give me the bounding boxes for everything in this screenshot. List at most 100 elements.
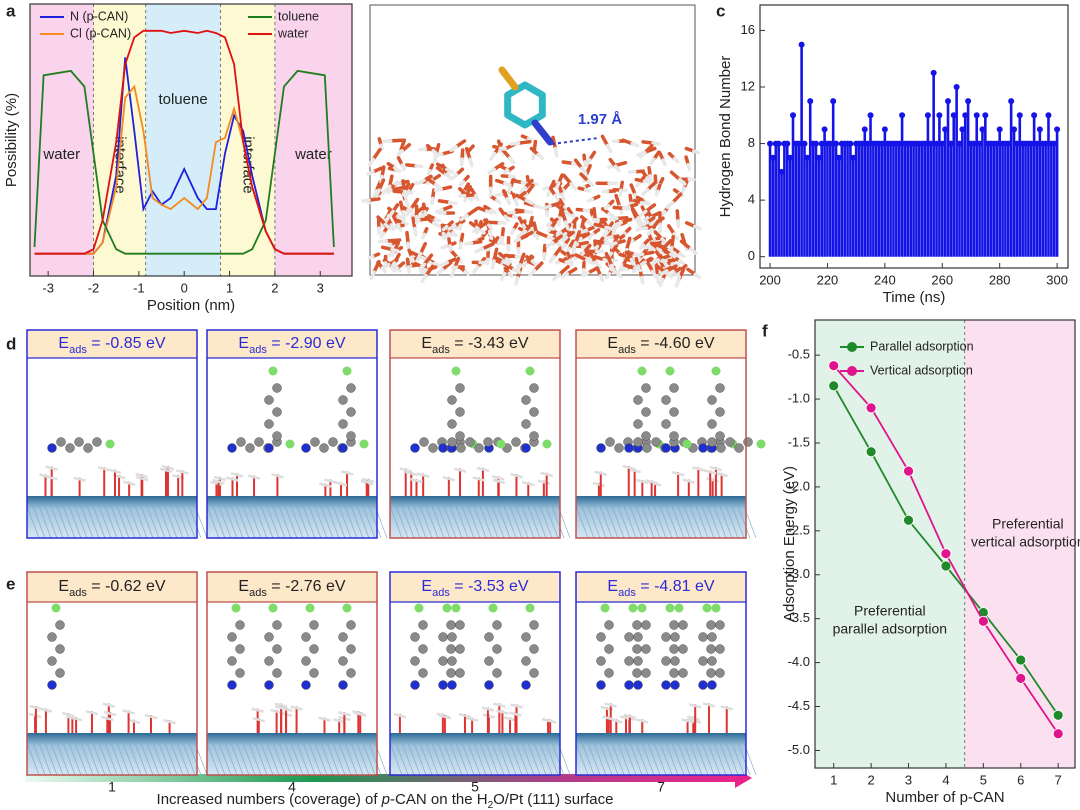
atom (264, 395, 274, 405)
atom (492, 668, 502, 678)
pt-lattice (296, 505, 310, 539)
water-stick (587, 232, 595, 239)
pt-slab (390, 496, 560, 538)
pt-lattice (431, 742, 445, 776)
pt-lattice (26, 505, 40, 539)
water-stick (45, 465, 59, 471)
water-stick (362, 477, 375, 484)
pt-lattice (677, 505, 691, 539)
panel-label: e (6, 574, 15, 593)
water-stick (638, 209, 648, 218)
atom (272, 668, 282, 678)
water-stick (377, 178, 386, 192)
pt-lattice (344, 742, 358, 776)
water-stick (584, 258, 595, 265)
pt-lattice (545, 505, 559, 539)
water-stick (594, 260, 601, 269)
point (1015, 673, 1027, 684)
water-stick (406, 265, 411, 274)
atom (637, 366, 647, 376)
pt-lattice (431, 505, 445, 539)
stem-dot (778, 168, 785, 175)
atom (447, 680, 457, 690)
atom (669, 407, 679, 417)
water-stick (448, 244, 453, 252)
water-stick (574, 253, 589, 262)
water-stick (509, 711, 522, 717)
water-stick (334, 481, 348, 487)
water-stick (598, 273, 605, 283)
atom (661, 443, 671, 453)
water-stick (592, 481, 606, 488)
water-stick (561, 235, 569, 243)
caption-part: 2 (488, 800, 494, 810)
water-stick (213, 475, 227, 482)
water-stick (645, 176, 652, 184)
water-stick (550, 234, 563, 245)
water-stick (715, 471, 728, 478)
atom (661, 419, 671, 429)
region-label: water (42, 146, 80, 163)
point (940, 548, 952, 560)
water-stick (29, 704, 43, 711)
atom (301, 443, 311, 453)
water-stick (504, 257, 513, 264)
atom (633, 632, 643, 642)
water-stick (447, 200, 458, 206)
pt-lattice (395, 742, 409, 776)
water-stick (252, 717, 266, 723)
pt-lattice (236, 505, 250, 539)
energy-symbol: E (607, 578, 618, 595)
atom (418, 620, 428, 630)
water-stick (418, 242, 427, 256)
stem-dot (847, 140, 854, 147)
pt-lattice (437, 505, 451, 539)
water-stick (396, 222, 403, 232)
water-stick (473, 193, 480, 202)
water-stick (135, 475, 149, 482)
atom (455, 431, 465, 441)
energy-value: = -0.85 eV (87, 335, 166, 352)
atom (455, 620, 465, 630)
pt-lattice (32, 742, 46, 776)
water-stick (519, 186, 527, 194)
pt-lattice (533, 742, 547, 776)
water-stick (703, 469, 717, 475)
water-stick (401, 179, 407, 194)
point (1015, 654, 1027, 666)
water-stick (85, 710, 99, 716)
pt-lattice (629, 505, 643, 539)
x-axis-title: Position (nm) (147, 297, 235, 314)
water-stick (144, 713, 158, 720)
water-stick (62, 711, 75, 718)
water-stick (480, 242, 495, 251)
pt-lattice (236, 742, 250, 776)
atom (310, 437, 320, 447)
atom (55, 620, 65, 630)
series-line (33, 69, 335, 255)
stem-dot (807, 98, 814, 105)
atom (338, 680, 348, 690)
water-stick (614, 193, 622, 209)
water-stick (513, 199, 519, 207)
stem-dot (993, 140, 1000, 147)
pt-lattice (653, 505, 667, 539)
water-stick (510, 703, 523, 709)
water-stick (586, 197, 595, 203)
atom (529, 431, 539, 441)
coverage-count: 7 (657, 779, 665, 795)
atom (56, 437, 66, 447)
pt-lattice (707, 505, 721, 539)
atom (669, 668, 679, 678)
stem-dot (936, 112, 943, 119)
water-stick (474, 247, 485, 254)
stem-dot (947, 140, 954, 147)
water-stick (585, 219, 593, 227)
y-tick-label: 4 (748, 192, 755, 207)
atom (734, 443, 744, 453)
atom (492, 644, 502, 654)
water-stick (526, 136, 534, 142)
water-stick (247, 474, 261, 480)
water-stick (122, 709, 135, 715)
water-stick (379, 231, 386, 239)
